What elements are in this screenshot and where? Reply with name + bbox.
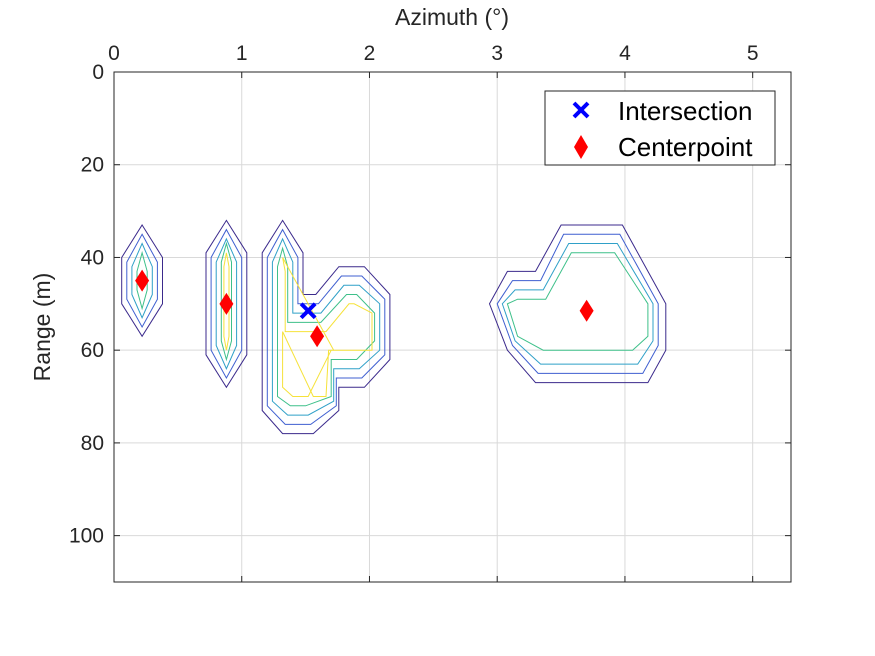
contour-level-3-poly-0: [136, 250, 148, 311]
contour-level-0-poly-1: [205, 219, 248, 389]
plot-frame: [113, 71, 792, 583]
centerpoint-marker-0: [135, 269, 150, 292]
contour-level-4-poly-2: [282, 331, 334, 397]
legend-intersection-label: Intersection: [618, 96, 752, 126]
contour-level-2-poly-3: [501, 243, 654, 365]
centerpoint-marker-2: [310, 325, 325, 348]
contour-level-1-poly-3: [496, 233, 659, 374]
y-tick-label-4: 80: [81, 432, 104, 455]
x-tick-label-5: 5: [747, 42, 759, 65]
contour-level-1-poly-0: [126, 233, 158, 329]
centerpoint-marker-3: [579, 299, 594, 322]
legend-centerpoint-icon: [574, 135, 588, 159]
y-tick-label-3: 60: [81, 339, 104, 362]
contour-level-3-poly-3: [506, 252, 649, 351]
y-axis-ticks: 0 20 40 60 80 100: [69, 61, 791, 548]
y-tick-label-2: 40: [81, 246, 104, 269]
contour-level-0-poly-2: [261, 219, 391, 435]
legend: Intersection Centerpoint: [544, 90, 776, 166]
contour-level-2-poly-1: [215, 237, 238, 370]
contour-level-0-poly-0: [121, 224, 163, 338]
contour-lines: [121, 219, 667, 435]
intersection-marker-0: [299, 302, 317, 320]
data-markers: [135, 269, 594, 348]
y-axis-title: Range (m): [29, 273, 55, 382]
x-tick-label-4: 4: [619, 42, 631, 65]
x-tick-label-3: 3: [491, 42, 503, 65]
x-axis-title: Azimuth (°): [395, 4, 509, 30]
legend-intersection-icon: [572, 101, 590, 119]
contour-level-4-poly-1: [282, 257, 373, 351]
contour-level-2-poly-0: [131, 242, 153, 319]
x-tick-label-1: 1: [236, 42, 248, 65]
contour-level-0-poly-3: [488, 224, 667, 384]
contour-level-4-poly-0: [223, 252, 230, 351]
contour-level-3-poly-1: [220, 241, 232, 362]
contour-level-1-poly-1: [210, 228, 243, 380]
y-tick-label-5: 100: [69, 525, 104, 548]
x-tick-label-2: 2: [364, 42, 376, 65]
x-tick-label-0: 0: [108, 42, 120, 65]
legend-centerpoint-label: Centerpoint: [618, 132, 753, 162]
y-tick-label-0: 0: [92, 61, 104, 84]
y-tick-label-1: 20: [81, 154, 104, 177]
x-axis-ticks: 0 1 2 3 4 5: [108, 42, 759, 582]
centerpoint-marker-1: [219, 292, 234, 315]
